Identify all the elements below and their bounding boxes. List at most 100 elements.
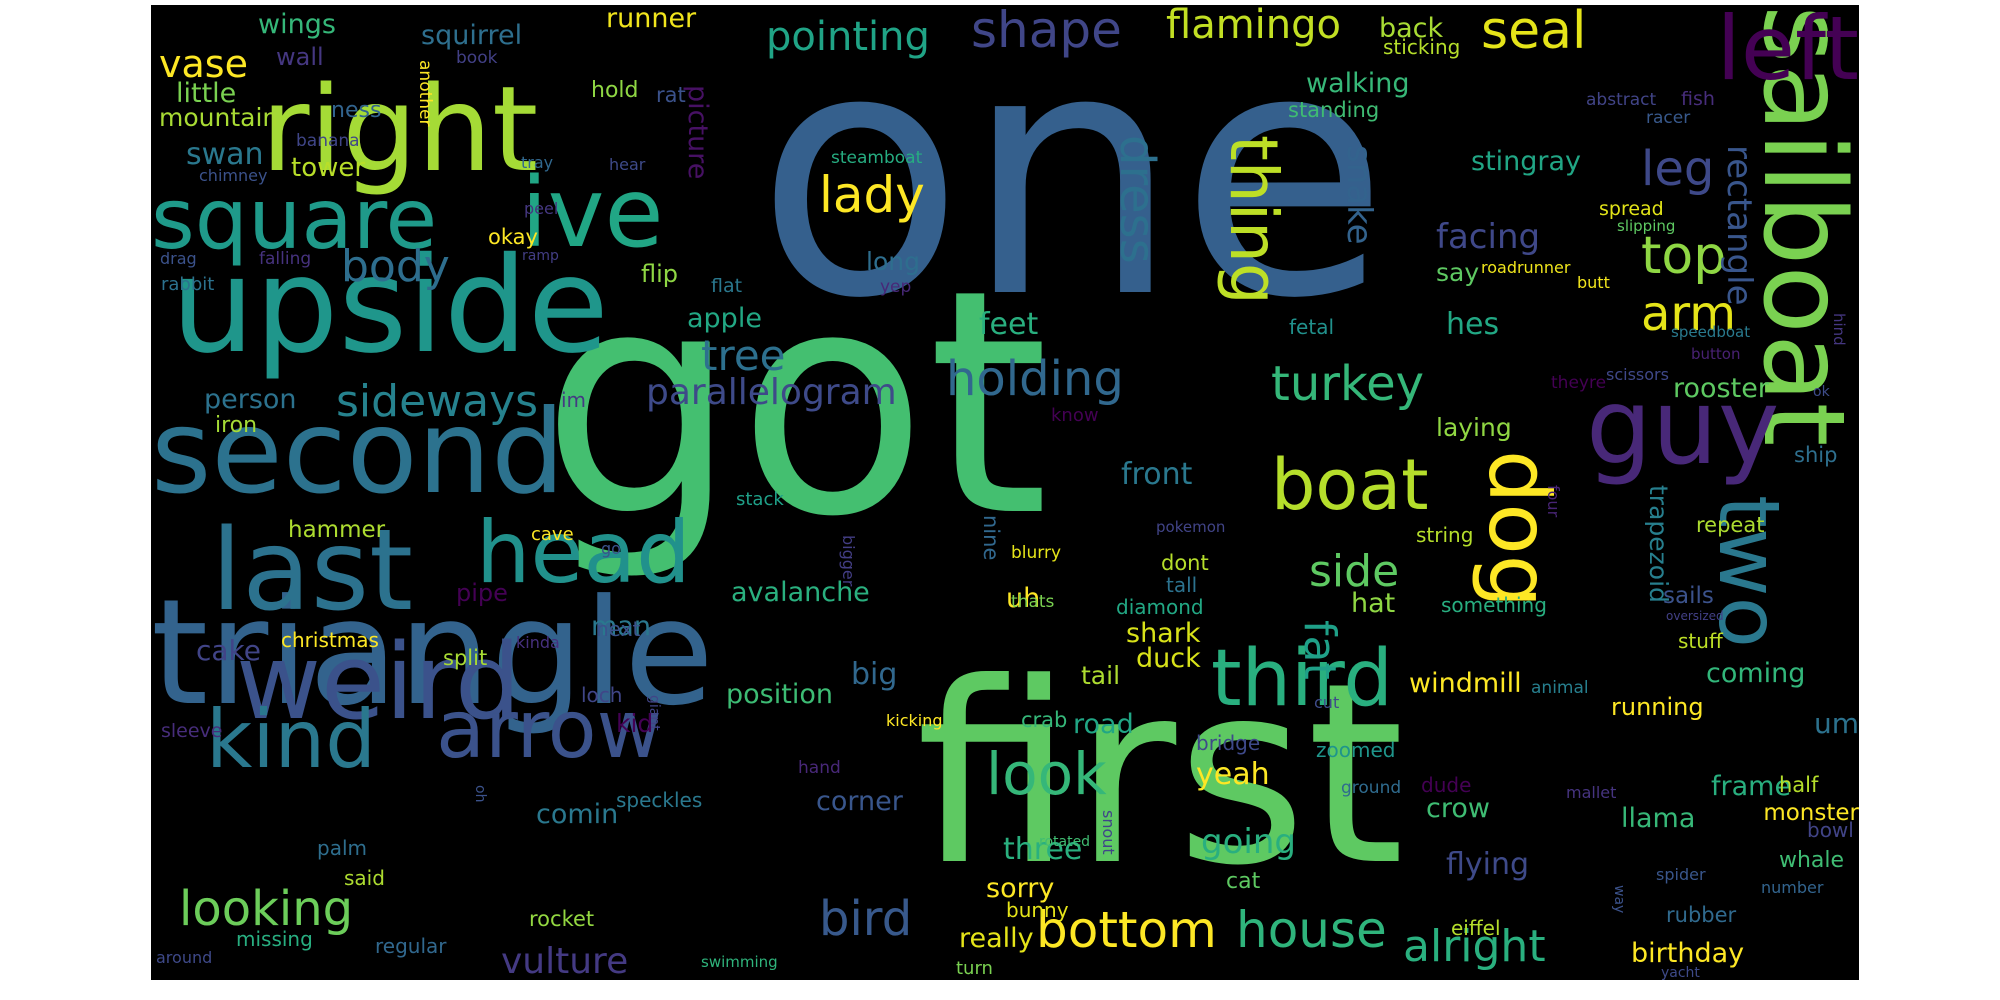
word-duck: duck xyxy=(1136,643,1201,674)
word-racer: racer xyxy=(1646,108,1691,128)
word-got: got xyxy=(541,224,1049,585)
word-hind: hind xyxy=(1830,313,1848,346)
word-back: back xyxy=(1379,13,1444,44)
word-feet: feet xyxy=(979,307,1039,342)
word-yeah: yeah xyxy=(1196,757,1270,792)
word-leg: leg xyxy=(1641,141,1715,197)
word-yacht: yacht xyxy=(1661,965,1700,980)
word-squirrel: squirrel xyxy=(421,20,523,51)
word-flying: flying xyxy=(1446,847,1530,882)
word-walking: walking xyxy=(1306,68,1410,99)
word-lady: lady xyxy=(819,166,925,224)
word-parallelogram: parallelogram xyxy=(646,372,897,413)
word-arm: arm xyxy=(1641,286,1737,342)
word-flat: flat xyxy=(711,275,743,297)
word-hand: hand xyxy=(798,758,841,778)
word-avalanche: avalanche xyxy=(731,577,870,608)
word-going: going xyxy=(1201,822,1296,862)
word-missing: missing xyxy=(236,927,313,951)
word-bird: bird xyxy=(819,891,913,947)
word-rat: rat xyxy=(656,83,686,107)
word-right: right xyxy=(261,60,539,198)
word-hear: hear xyxy=(609,155,646,174)
word-top: top xyxy=(1641,226,1727,286)
word-bowl: bowl xyxy=(1807,818,1854,842)
word-ok: ok xyxy=(1813,384,1830,400)
word-im: im xyxy=(561,388,587,412)
word-something: something xyxy=(1441,593,1547,617)
word-bridge: bridge xyxy=(1196,731,1261,755)
word-rabbit: rabbit xyxy=(161,274,215,295)
word-one: one xyxy=(756,5,1389,373)
word-sleeve: sleeve xyxy=(161,720,223,742)
word-tree: tree xyxy=(701,331,786,380)
word-rectangle: rectangle xyxy=(1719,145,1759,306)
word-sticking: sticking xyxy=(1383,35,1461,59)
word-said: said xyxy=(344,866,385,890)
word-picture: picture xyxy=(682,85,713,180)
word-pointing: pointing xyxy=(766,14,930,60)
word-spread: spread xyxy=(1599,198,1664,220)
word-flip: flip xyxy=(641,260,679,288)
word-seal: seal xyxy=(1481,5,1587,61)
word-scissors: scissors xyxy=(1606,365,1669,384)
word-repeat: repeat xyxy=(1696,513,1765,537)
word-regular: regular xyxy=(375,934,447,958)
word-left: left xyxy=(1716,5,1859,100)
word-body: body xyxy=(341,241,450,292)
word-tower: tower xyxy=(291,153,366,183)
word-monster: monster xyxy=(1763,800,1859,826)
word-peel: peel xyxy=(524,199,559,218)
word-book: book xyxy=(456,48,498,68)
word-go: go xyxy=(601,539,621,558)
word-stuff: stuff xyxy=(1678,629,1723,653)
word-way: way xyxy=(1611,885,1627,914)
word-string: string xyxy=(1416,523,1474,547)
word-hold: hold xyxy=(591,78,639,103)
word-ramp: ramp xyxy=(522,248,559,264)
word-shark: shark xyxy=(1126,618,1201,649)
word-tray: tray xyxy=(521,153,554,172)
word-big: big xyxy=(851,657,898,692)
word-llama: llama xyxy=(1621,803,1696,834)
word-runner: runner xyxy=(606,5,697,34)
word-theyre: theyre xyxy=(1551,373,1607,393)
word-steamboat: steamboat xyxy=(831,148,923,168)
word-weird: weird xyxy=(236,621,521,743)
word-oversized: oversized xyxy=(1666,609,1724,623)
word-oh: oh xyxy=(472,785,488,803)
word-flamingo: flamingo xyxy=(1166,5,1341,48)
word-snout: snout xyxy=(1099,810,1118,855)
word-thats: thats xyxy=(1011,592,1055,612)
word-thing: thing xyxy=(1215,135,1292,305)
word-looking: looking xyxy=(179,881,354,937)
word-swan: swan xyxy=(186,137,264,172)
word-rotated: rotated xyxy=(1039,834,1091,850)
word-christmas: christmas xyxy=(281,628,379,652)
word-number: number xyxy=(1761,878,1824,897)
word-around: around xyxy=(156,948,213,967)
word-triangle: triangle xyxy=(151,568,714,738)
word-house: house xyxy=(1236,901,1387,959)
word-ness: ness xyxy=(331,98,382,123)
word-sorry: sorry xyxy=(986,873,1055,904)
word-wall: wall xyxy=(276,43,324,71)
word-rubber: rubber xyxy=(1666,903,1737,927)
word-palm: palm xyxy=(317,836,367,860)
word-laying: laying xyxy=(1436,413,1512,442)
word-roadrunner: roadrunner xyxy=(1481,258,1571,277)
word-cake: cake xyxy=(196,634,261,667)
word-snake: snake xyxy=(1339,145,1379,245)
word-mallet: mallet xyxy=(1566,783,1617,802)
word-say: say xyxy=(1436,258,1480,287)
word-man: man xyxy=(591,611,651,642)
word-ground: ground xyxy=(1341,778,1402,798)
word-pokemon: pokemon xyxy=(1156,518,1226,536)
word-square: square xyxy=(151,170,438,268)
word-kind: kind xyxy=(206,693,377,786)
word-arrow: arrow xyxy=(436,683,663,776)
word-pipe: pipe xyxy=(456,579,508,607)
word-ship: ship xyxy=(1794,443,1838,467)
word-whale: whale xyxy=(1779,848,1845,873)
word-kicking: kicking xyxy=(886,711,943,730)
